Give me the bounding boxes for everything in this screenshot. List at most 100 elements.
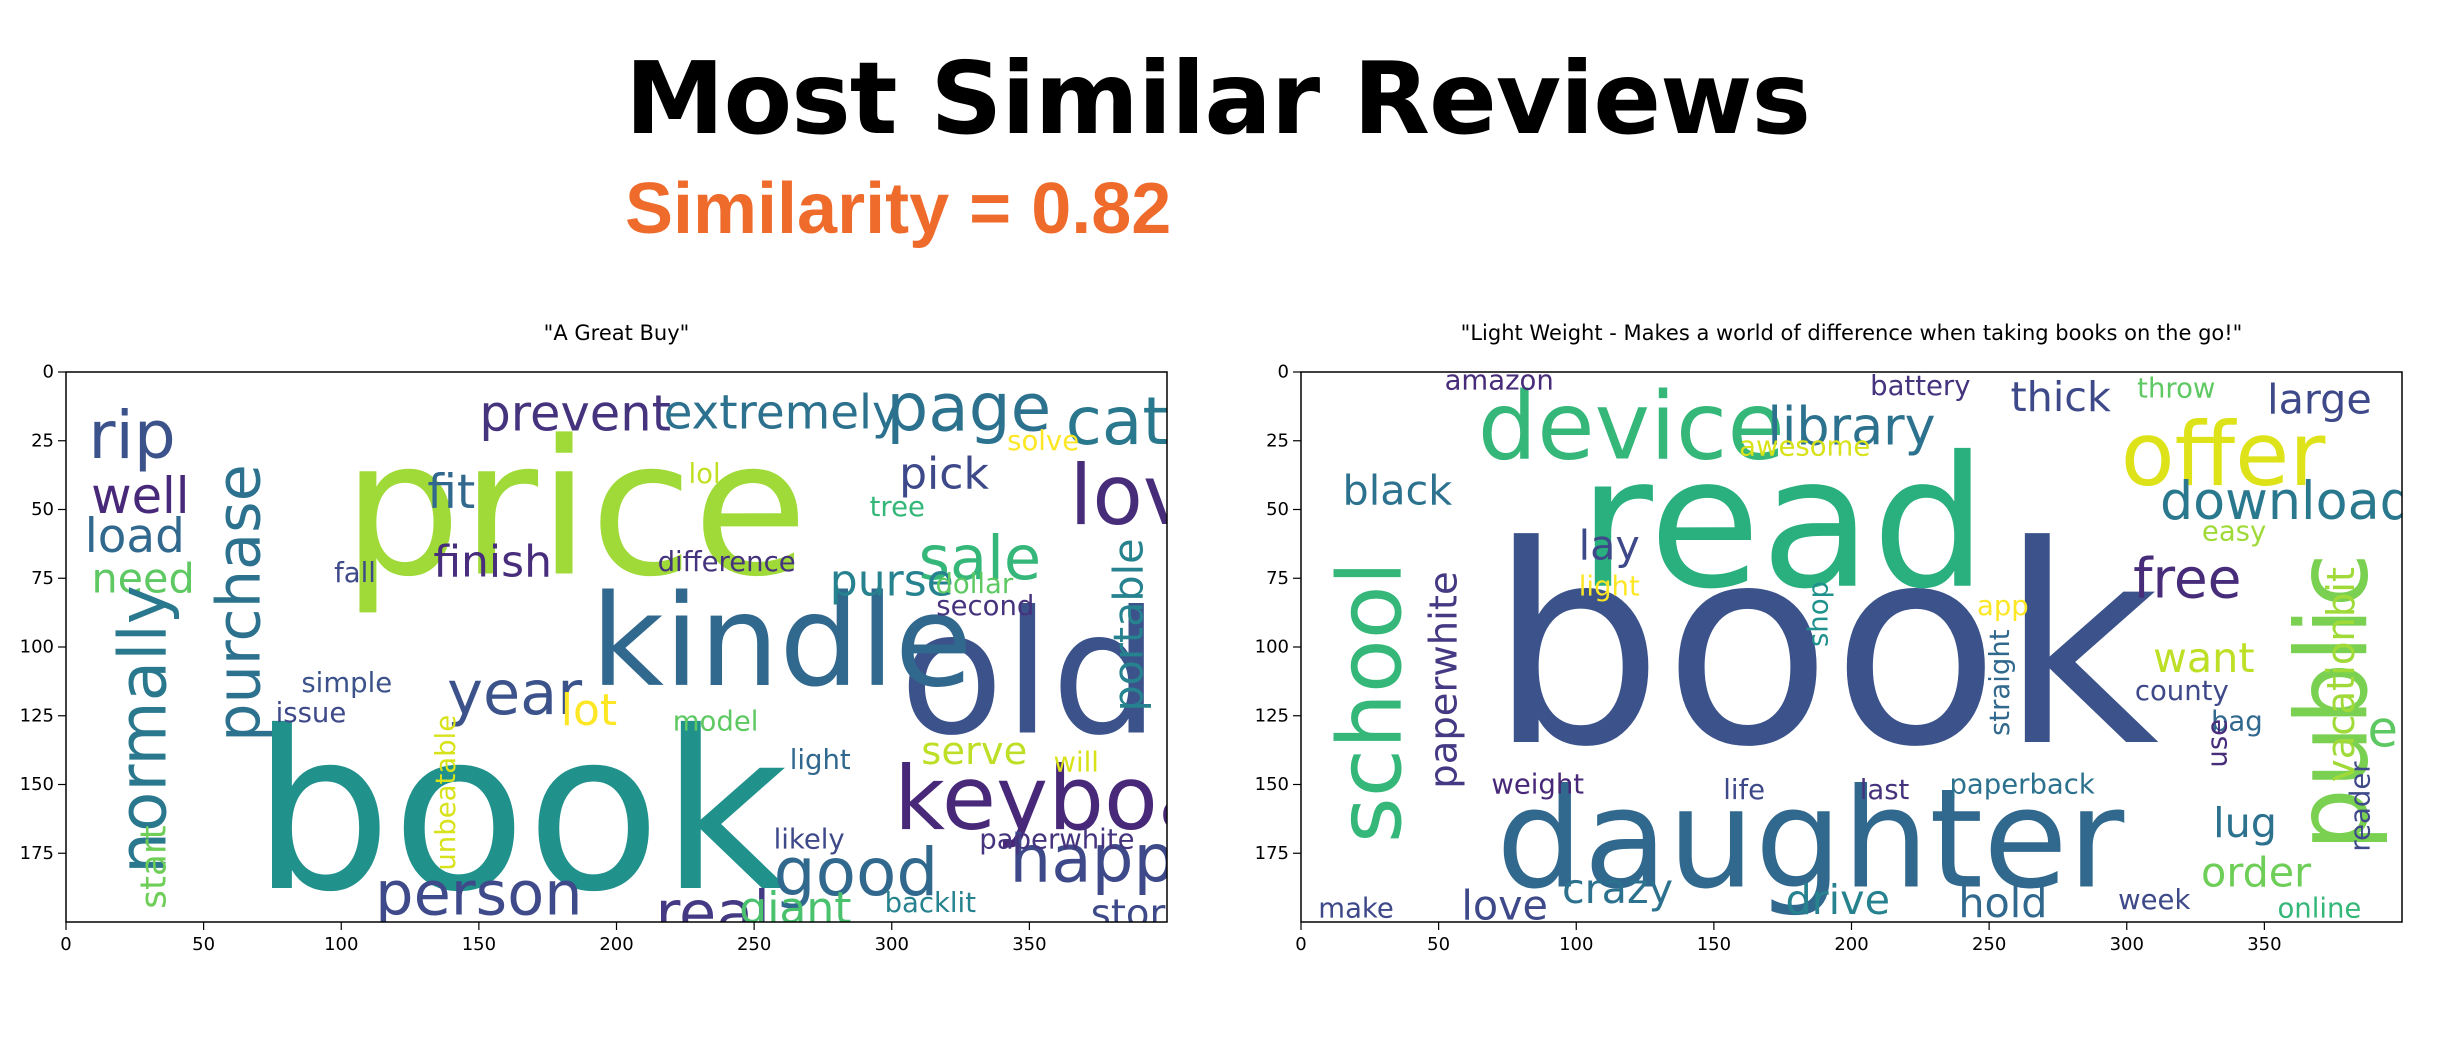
word-paperwhite: paperwhite: [979, 824, 1134, 856]
word-awesome: awesome: [1739, 430, 1870, 462]
word-throw: throw: [2137, 373, 2215, 405]
word-last: last: [1860, 774, 1910, 806]
word-reader: reader: [2345, 761, 2377, 852]
x-tick-label: 200: [1834, 934, 1868, 955]
word-good: good: [774, 834, 939, 911]
word-love: love: [1069, 448, 1242, 544]
word-need: need: [91, 554, 194, 602]
page-title: Most Similar Reviews: [625, 40, 1811, 157]
word-likely: likely: [774, 824, 845, 856]
y-tick-label: 0: [1278, 362, 1289, 383]
y-tick-label: 150: [20, 774, 54, 795]
word-week: week: [2118, 884, 2190, 916]
x-tick-label: 150: [1697, 934, 1731, 955]
x-tick-label: 50: [1427, 934, 1450, 955]
word-app: app: [1977, 590, 2029, 622]
word-difference: difference: [658, 546, 796, 578]
y-tick-label: 0: [43, 362, 54, 383]
word-giant: giant: [739, 883, 851, 934]
word-solve: solve: [1007, 425, 1079, 457]
word-start: start: [134, 825, 175, 908]
x-tick-label: 300: [875, 934, 909, 955]
y-tick-label: 75: [1266, 568, 1289, 589]
x-tick-label: 350: [2247, 934, 2281, 955]
word-county: county: [2135, 675, 2229, 707]
word-daughter: daughter: [1496, 760, 2125, 920]
word-catch: catch: [1066, 383, 1247, 460]
word-load: load: [85, 510, 185, 564]
word-hold: hold: [1958, 879, 2047, 927]
word-free: free: [2133, 546, 2241, 610]
y-tick-label: 125: [1255, 705, 1289, 726]
word-lol: lol: [689, 458, 721, 490]
word-bag: bag: [2211, 705, 2263, 737]
word-tree: tree: [870, 491, 925, 523]
word-purchase: purchase: [204, 464, 274, 742]
word-portable: portable: [1104, 538, 1152, 711]
x-tick-label: 100: [1559, 934, 1593, 955]
word-unbeatable: unbeatable: [430, 715, 462, 871]
y-tick-label: 50: [31, 499, 54, 520]
word-want: want: [2153, 634, 2254, 682]
y-tick-label: 175: [20, 843, 54, 864]
word-school: school: [1318, 561, 1421, 843]
word-fall: fall: [334, 557, 376, 589]
y-tick-label: 25: [1266, 430, 1289, 451]
x-tick-label: 250: [737, 934, 771, 955]
y-tick-label: 175: [1255, 843, 1289, 864]
word-year: year: [447, 659, 582, 729]
word-easy: easy: [2202, 516, 2266, 548]
word-battery: battery: [1870, 370, 1970, 402]
word-light: light: [1579, 571, 1640, 603]
word-offer: offer: [2121, 403, 2327, 506]
y-tick-label: 50: [1266, 499, 1289, 520]
chart-caption: "A Great Buy": [544, 321, 690, 345]
chart-caption: "Light Weight - Makes a world of differe…: [1461, 321, 2243, 345]
x-tick-label: 300: [2110, 934, 2144, 955]
y-tick-label: 125: [20, 705, 54, 726]
word-amazon: amazon: [1445, 364, 1554, 396]
word-library: library: [1767, 397, 1935, 458]
word-lug: lug: [2213, 799, 2277, 847]
word-person: person: [375, 860, 582, 930]
word-prevent: prevent: [479, 384, 671, 442]
word-group: bookpriceoldkindlekeyboardlovecatchpages…: [85, 369, 1302, 934]
word-thick: thick: [2010, 373, 2111, 421]
x-tick-label: 150: [462, 934, 496, 955]
word-serve: serve: [921, 729, 1027, 774]
y-tick-label: 100: [1255, 637, 1289, 658]
word-device: device: [1478, 373, 1785, 482]
word-page: page: [886, 369, 1051, 446]
y-tick-label: 75: [31, 568, 54, 589]
wordcloud-panel-right: "Light Weight - Makes a world of differe…: [1255, 321, 2403, 955]
x-tick-label: 50: [192, 934, 215, 955]
word-purse: purse: [830, 556, 954, 607]
word-keyboard: keyboard: [894, 747, 1302, 850]
word-straight: straight: [1984, 629, 2016, 736]
word-vacationbit: vacationbit: [2319, 567, 2364, 782]
y-tick-label: 150: [1255, 774, 1289, 795]
word-order: order: [2201, 849, 2311, 897]
word-model: model: [673, 705, 759, 737]
word-price: price: [343, 401, 808, 619]
x-tick-label: 0: [60, 934, 71, 955]
word-paperwhite: paperwhite: [1422, 571, 1467, 788]
word-large: large: [2267, 376, 2372, 424]
word-well: well: [91, 467, 189, 525]
word-read: read: [1578, 418, 1987, 629]
word-backlit: backlit: [885, 887, 977, 919]
y-tick-label: 100: [20, 637, 54, 658]
word-e: e: [2367, 701, 2397, 759]
word-use: use: [2202, 719, 2234, 768]
word-life: life: [1723, 774, 1765, 806]
word-extremely: extremely: [664, 386, 900, 440]
word-normally: normally: [105, 585, 182, 874]
word-kindle: kindle: [591, 568, 973, 715]
similarity-subtitle: Similarity = 0.82: [625, 169, 1172, 249]
word-book: book: [1489, 487, 2159, 807]
word-fit: fit: [427, 466, 475, 520]
y-tick-label: 25: [31, 430, 54, 451]
x-tick-label: 350: [1012, 934, 1046, 955]
